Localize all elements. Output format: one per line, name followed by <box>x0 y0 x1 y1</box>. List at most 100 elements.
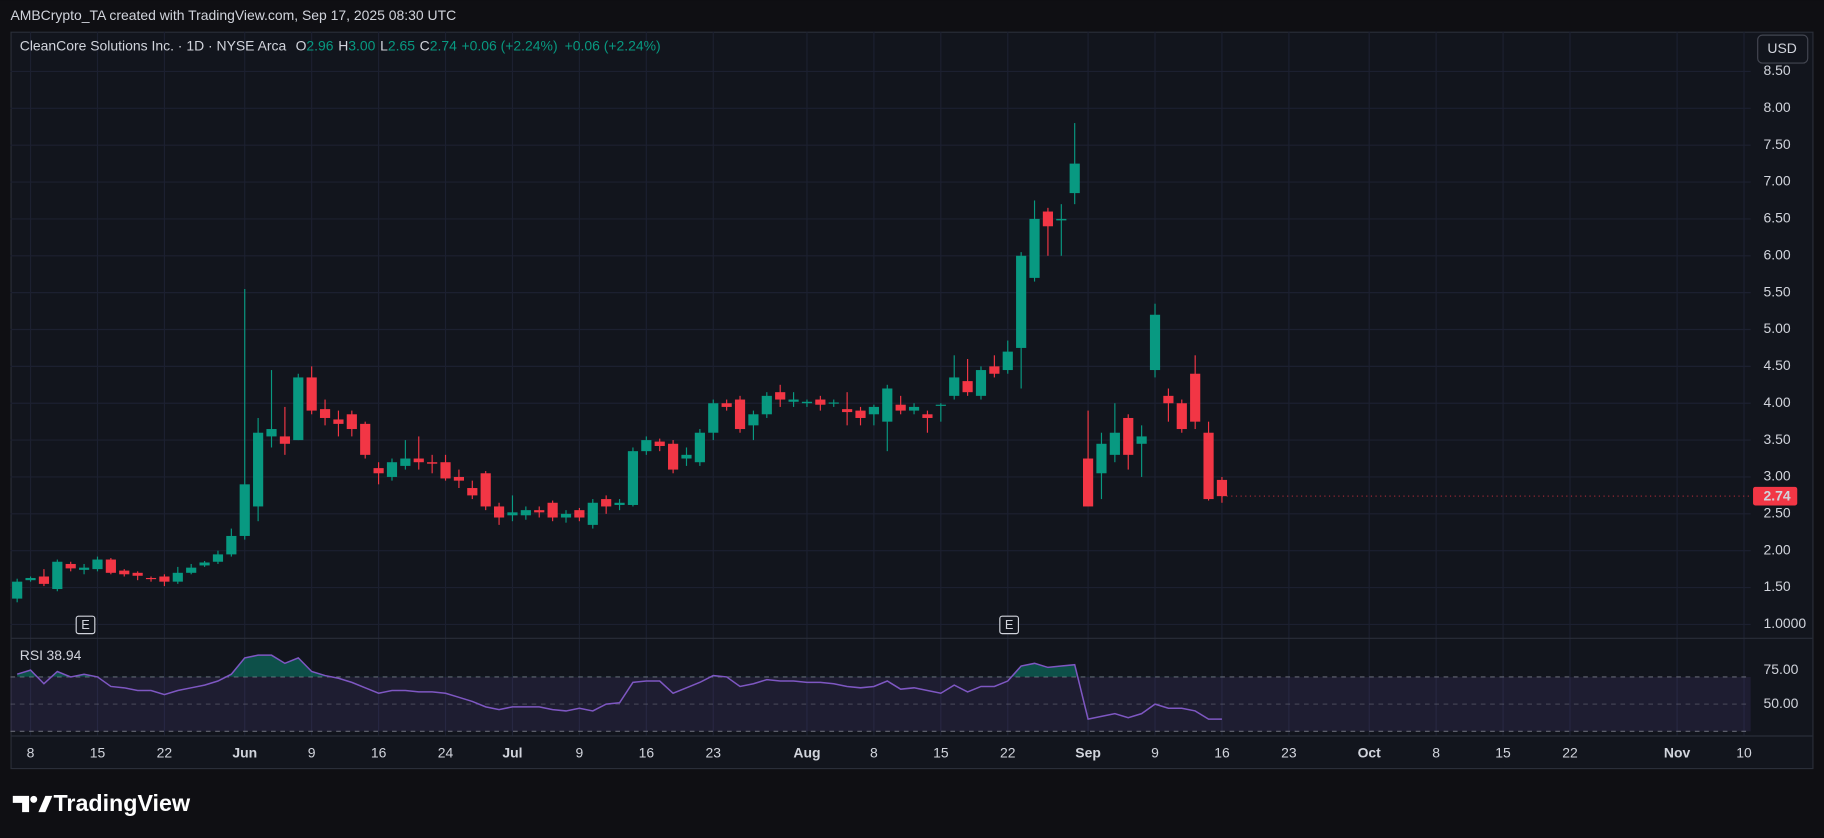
candle-body <box>306 377 317 411</box>
earnings-marker[interactable]: E <box>999 615 1020 635</box>
candle-body <box>105 559 116 573</box>
candle-body <box>25 577 36 581</box>
candle-body <box>1109 432 1120 455</box>
currency[interactable]: USD <box>1767 40 1796 56</box>
y-tick-label: 8.00 <box>1764 99 1791 115</box>
candle-body <box>681 454 692 459</box>
legend-value: 2.74 <box>430 37 457 53</box>
candle-body <box>453 476 465 481</box>
candle-body <box>172 572 183 582</box>
y-tick-label: 1.50 <box>1764 578 1791 594</box>
candle-body <box>145 577 157 580</box>
x-tick-label: 9 <box>308 745 316 761</box>
y-tick-label: 4.00 <box>1764 394 1791 410</box>
candle-body <box>1123 417 1134 455</box>
grid <box>10 31 1751 736</box>
x-tick-label: 15 <box>1495 745 1511 761</box>
earnings-marker[interactable]: E <box>75 615 96 635</box>
candle-body <box>989 366 1000 374</box>
rsi-line <box>16 654 1222 720</box>
overbought-fill <box>17 655 1222 677</box>
x-tick-label: 10 <box>1736 745 1752 761</box>
candle-body <box>346 414 357 430</box>
candle-body <box>654 441 665 446</box>
brand: TradingView <box>54 790 191 816</box>
legend-value: 2.65 <box>388 37 415 53</box>
candle-body <box>815 399 826 405</box>
candle-body <box>788 399 799 402</box>
candle-body <box>65 563 76 569</box>
y-tick-label: 50.00 <box>1764 695 1799 711</box>
candle-body <box>413 458 424 463</box>
candle-body <box>587 502 598 525</box>
logo-mark <box>38 795 53 813</box>
candle-body <box>734 399 746 430</box>
candle-body <box>975 370 987 396</box>
y-tick-label: 4.50 <box>1764 357 1791 373</box>
candle-body <box>266 429 277 437</box>
candle-body <box>534 510 545 513</box>
logo-dot <box>30 795 38 803</box>
x-tick-label: 8 <box>1432 745 1440 761</box>
x-tick-label: 16 <box>639 745 655 761</box>
x-tick-label: 9 <box>1151 745 1159 761</box>
candle-body <box>1216 479 1228 497</box>
candle-body <box>1082 458 1094 507</box>
candle-body <box>627 451 639 505</box>
rsi-name: RSI <box>20 647 43 663</box>
candle-body <box>1203 432 1214 500</box>
candle-body <box>333 419 344 424</box>
candle-body <box>1163 395 1174 404</box>
x-tick-label: 8 <box>870 745 878 761</box>
last-price-tag <box>1753 486 1798 506</box>
legend-key: H <box>338 37 348 53</box>
legend-key: C <box>420 37 430 53</box>
candle-body <box>775 392 786 400</box>
candle-body <box>761 395 772 415</box>
y-tick-label: 7.00 <box>1764 173 1791 189</box>
candle-body <box>199 562 210 566</box>
legend-name: CleanCore Solutions Inc. · 1D · NYSE Arc… <box>20 37 287 53</box>
candle-body <box>882 388 893 422</box>
x-tick-label: 22 <box>1562 745 1578 761</box>
legend: CleanCore Solutions Inc. · 1D · NYSE Arc… <box>20 37 661 53</box>
candle-body <box>641 440 652 452</box>
x-tick-label: Jun <box>232 745 257 761</box>
currency-button[interactable] <box>1757 34 1809 64</box>
candle-body <box>373 468 384 474</box>
candle-body <box>614 502 625 505</box>
candle-body <box>721 403 732 407</box>
y-tick-label: 3.50 <box>1764 431 1791 447</box>
chart-panel <box>10 31 1814 770</box>
candle-body <box>159 576 170 582</box>
rsi-value: 38.94 <box>47 647 82 663</box>
y-tick-label: 5.50 <box>1764 283 1791 299</box>
x-tick-label: 15 <box>933 745 949 761</box>
candle-body <box>922 414 933 418</box>
earnings-box[interactable] <box>75 615 96 635</box>
attribution: AMBCrypto_TA created with TradingView.co… <box>10 7 456 23</box>
candle-body <box>386 462 398 477</box>
x-tick-label: Nov <box>1664 745 1691 761</box>
candle-body <box>668 443 679 470</box>
candle-body <box>493 506 505 518</box>
earnings-box[interactable] <box>999 615 1020 635</box>
earnings-label[interactable]: E <box>81 617 90 632</box>
y-tick-label: 3.00 <box>1764 468 1791 484</box>
y-tick-label: 2.00 <box>1764 541 1791 557</box>
candle-body <box>119 570 130 575</box>
candle-body <box>1176 403 1187 430</box>
x-tick-label: 15 <box>90 745 106 761</box>
candle-body <box>1029 218 1040 278</box>
candle-body <box>801 401 813 404</box>
candle-body <box>52 561 63 590</box>
earnings-label[interactable]: E <box>1005 617 1014 632</box>
candle-body <box>748 414 759 426</box>
candle-body <box>560 513 572 518</box>
candle-body <box>895 404 906 411</box>
candle-body <box>828 402 839 404</box>
candle-body <box>868 406 879 415</box>
legend-value: 3.00 <box>348 37 375 53</box>
plot: 2.74 RSI 38.94 <box>10 123 1798 732</box>
